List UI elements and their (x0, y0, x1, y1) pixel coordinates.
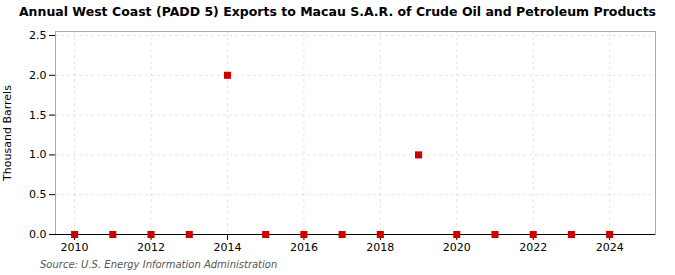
svg-text:0.5: 0.5 (29, 188, 47, 201)
svg-text:2010: 2010 (61, 241, 89, 254)
svg-text:Thousand Barrels: Thousand Barrels (1, 85, 14, 182)
svg-text:1.0: 1.0 (29, 148, 47, 161)
svg-text:2022: 2022 (519, 241, 547, 254)
svg-text:0.0: 0.0 (29, 228, 47, 241)
svg-text:2016: 2016 (290, 241, 318, 254)
svg-text:2018: 2018 (366, 241, 394, 254)
svg-text:2024: 2024 (596, 241, 624, 254)
svg-text:2.0: 2.0 (29, 69, 47, 82)
svg-text:1.5: 1.5 (29, 109, 47, 122)
svg-text:2012: 2012 (137, 241, 165, 254)
svg-text:2014: 2014 (213, 241, 241, 254)
html-text:Annual West Coast (PADD 5) Exp: Annual West Coast (PADD 5) Exports to Ma… (18, 4, 657, 19)
svg-text:2020: 2020 (443, 241, 471, 254)
html-text:Source: U.S. Energy Informatio: Source: U.S. Energy Information Administ… (40, 259, 278, 270)
svg-text:2.5: 2.5 (29, 29, 47, 42)
